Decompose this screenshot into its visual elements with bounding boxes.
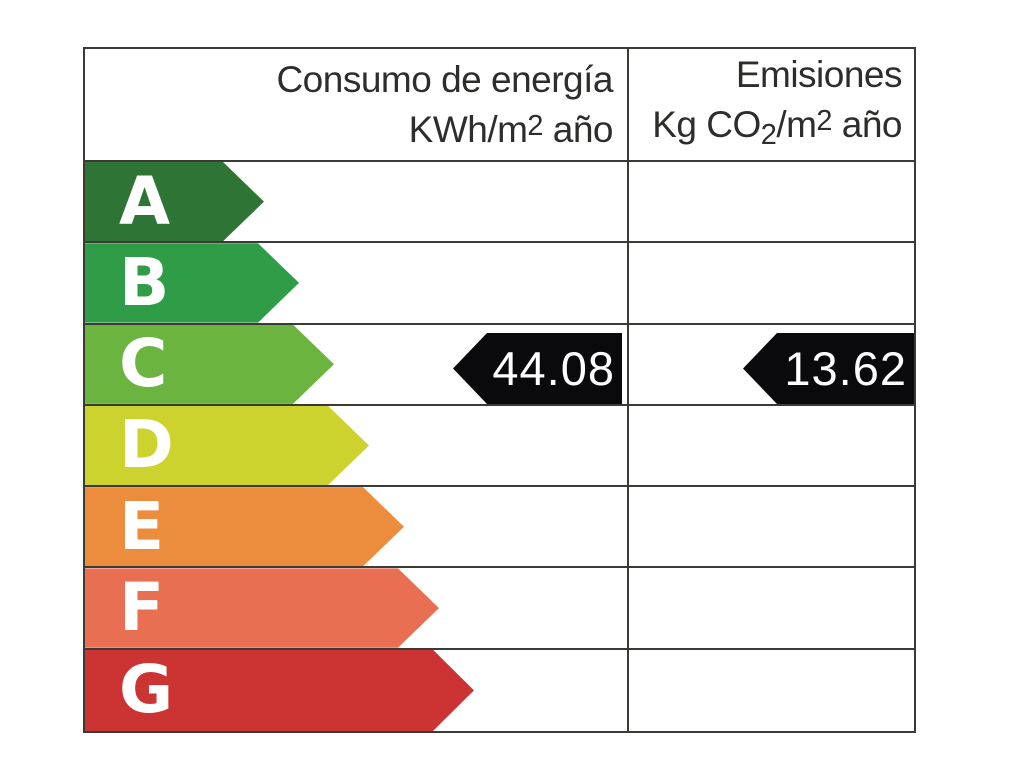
rating-letter-c: C — [119, 325, 168, 403]
header-consumo-line1: Consumo de energía — [276, 58, 613, 100]
header-emisiones-line1: Emisiones — [735, 53, 903, 95]
rating-letter-f: F — [119, 569, 165, 647]
rating-arrow-b: B — [85, 243, 299, 323]
superscript-2: 2 — [527, 109, 543, 142]
consumo-value-arrow: 44.08 — [453, 333, 622, 404]
header-consumo-line2: KWh/m2 año — [408, 108, 614, 150]
rating-row-g: G — [85, 649, 914, 731]
rating-row-e: E — [85, 487, 914, 569]
header-emisiones: Emisiones Kg CO2/m2 año — [629, 49, 914, 160]
emisiones-value-arrow: 13.62 — [743, 333, 914, 404]
rating-row-f: F — [85, 568, 914, 650]
rating-row-c: C — [85, 324, 914, 406]
rating-arrow-d: D — [85, 405, 369, 486]
rating-letter-g: G — [119, 651, 174, 729]
rating-letter-e: E — [119, 487, 165, 565]
superscript-2: 2 — [816, 104, 832, 137]
header-emisiones-line2: Kg CO2/m2 año — [652, 103, 902, 151]
table-header: Consumo de energía KWh/m2 año Emisiones … — [85, 49, 914, 162]
header-consumo: Consumo de energía KWh/m2 año — [85, 49, 627, 160]
rating-letter-b: B — [119, 243, 170, 321]
rating-letter-d: D — [119, 406, 174, 484]
rating-row-d: D — [85, 405, 914, 488]
rating-row-a: A — [85, 162, 914, 244]
consumo-value: 44.08 — [492, 342, 615, 395]
rating-arrow-g: G — [85, 649, 474, 731]
rating-arrow-f: F — [85, 568, 439, 648]
column-divider — [627, 49, 629, 731]
rating-arrow-c: C — [85, 324, 334, 404]
rating-row-b: B — [85, 243, 914, 325]
subscript-2: 2 — [760, 118, 777, 151]
rating-arrow-a: A — [85, 162, 264, 242]
rating-arrow-e: E — [85, 487, 404, 567]
emisiones-value: 13.62 — [784, 342, 907, 395]
rating-table: Consumo de energía KWh/m2 año Emisiones … — [83, 47, 916, 733]
rating-letter-a: A — [119, 162, 171, 240]
